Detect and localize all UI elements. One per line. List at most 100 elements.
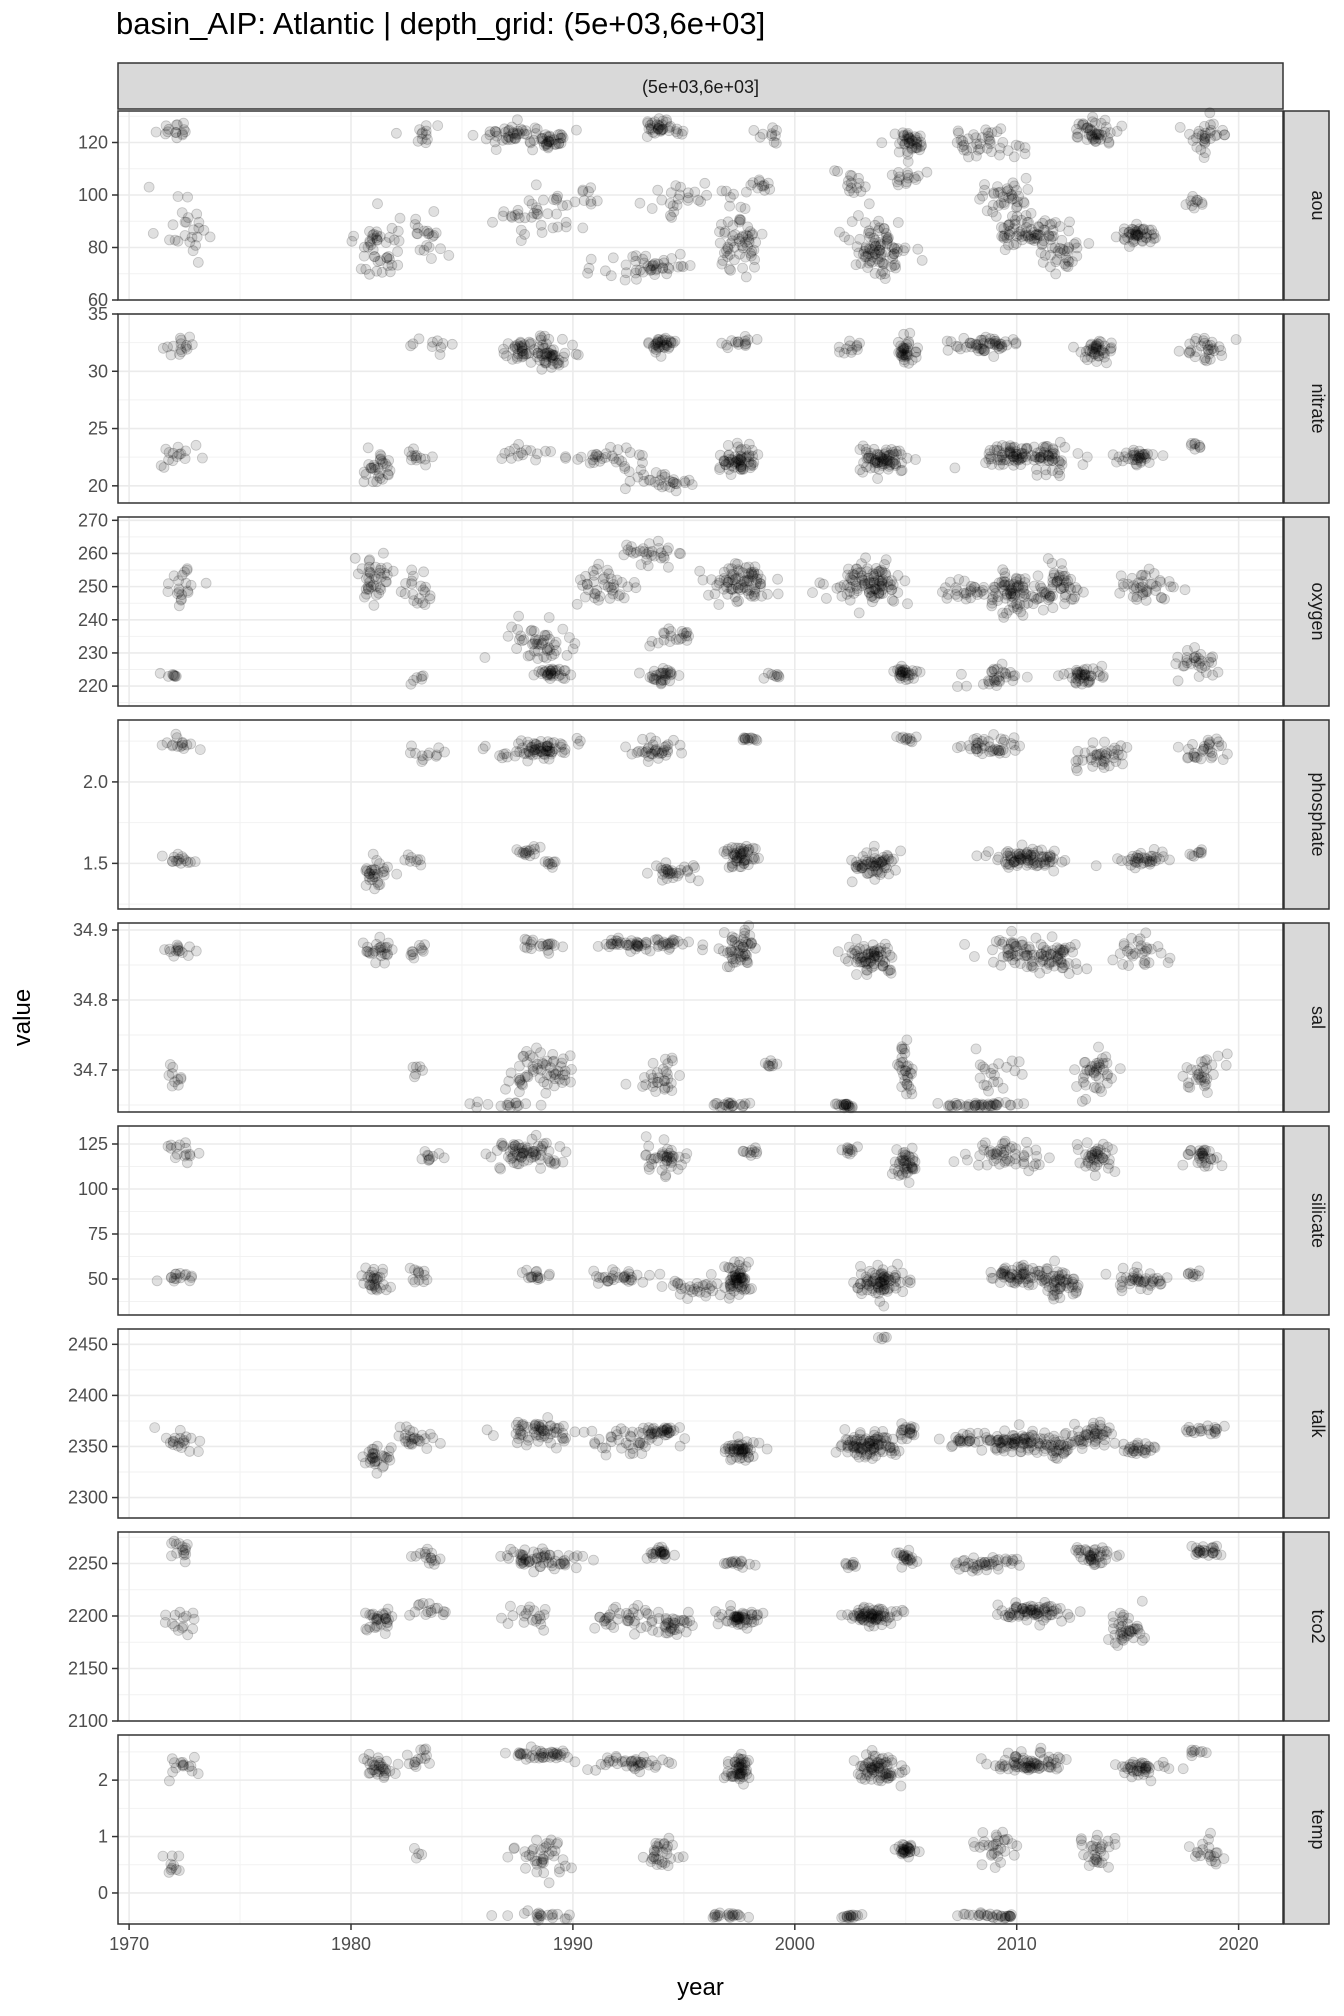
data-point [851,182,863,194]
data-point [180,1149,192,1161]
data-point [959,1148,971,1160]
data-point [176,129,188,141]
data-point [367,476,379,488]
data-point [438,1152,450,1164]
data-point [1101,1057,1113,1069]
data-point [484,129,496,141]
data-point [619,274,631,286]
data-point [757,128,769,140]
data-point [494,1162,506,1174]
data-point [657,123,669,135]
data-point [404,747,416,759]
data-point [416,756,428,767]
data-point [530,1150,541,1161]
data-point [371,1467,383,1479]
data-point [734,846,746,857]
data-point [418,566,430,578]
data-point [1043,959,1055,970]
data-point [198,224,210,236]
data-point [502,131,514,143]
data-point [371,234,383,246]
data-point [1113,451,1125,463]
data-point [758,180,769,192]
data-point [1193,128,1204,140]
data-point [652,535,664,547]
data-point [726,1101,738,1112]
data-point [355,263,367,275]
data-point [904,327,916,339]
data-point [756,228,768,240]
data-point [611,937,623,949]
data-point [545,1437,556,1449]
data-point [902,598,913,610]
data-point [191,208,203,220]
data-point [612,444,624,456]
data-point [661,268,673,280]
data-point [1221,1048,1233,1060]
data-point [543,1270,555,1282]
data-point [1048,865,1060,877]
data-point [526,198,538,210]
data-point [873,215,885,227]
data-point [499,123,510,135]
data-point [703,589,714,601]
data-point [863,198,875,210]
data-point [726,1439,738,1451]
data-point [995,1267,1007,1279]
data-point [1021,1136,1032,1148]
data-point [418,1265,430,1277]
data-point [360,865,372,876]
data-point [554,1141,566,1152]
data-point [502,630,514,642]
data-point [759,184,770,196]
data-point [653,113,665,124]
data-point [420,129,432,141]
data-point [1193,660,1204,671]
y-tick-label: 125 [78,1134,108,1154]
data-point [548,194,560,205]
data-point [634,667,645,679]
data-point [200,577,212,589]
data-point [364,236,376,248]
data-point [1019,142,1031,154]
data-point [1009,1065,1021,1077]
data-point [1040,946,1052,958]
data-point [525,1271,537,1283]
data-point [1010,338,1022,350]
data-point [652,258,664,270]
data-point [535,133,547,145]
data-point [910,351,922,363]
data-point [844,169,856,181]
data-point [364,225,375,237]
data-point [193,1147,205,1159]
data-point [886,594,898,606]
data-point [559,1065,571,1077]
data-point [743,734,754,746]
data-point [655,862,667,874]
data-point [1118,581,1130,592]
data-point [658,254,670,266]
data-point [374,231,386,243]
data-point [637,1081,648,1092]
data-point [750,1142,761,1154]
data-point [689,862,701,873]
data-point [1086,745,1098,756]
data-point [1083,238,1095,249]
data-point [722,243,734,255]
data-point [997,191,1009,203]
data-point [851,969,862,980]
data-point [1220,1059,1232,1071]
data-point [513,212,525,224]
data-point [883,853,895,865]
data-point [718,927,730,938]
data-point [498,347,510,359]
data-point [873,225,884,237]
data-point [676,128,688,140]
data-point [577,185,589,197]
data-point [420,137,432,149]
data-point [912,243,924,255]
data-point [843,175,854,187]
data-point [496,752,508,764]
data-point [374,255,386,267]
